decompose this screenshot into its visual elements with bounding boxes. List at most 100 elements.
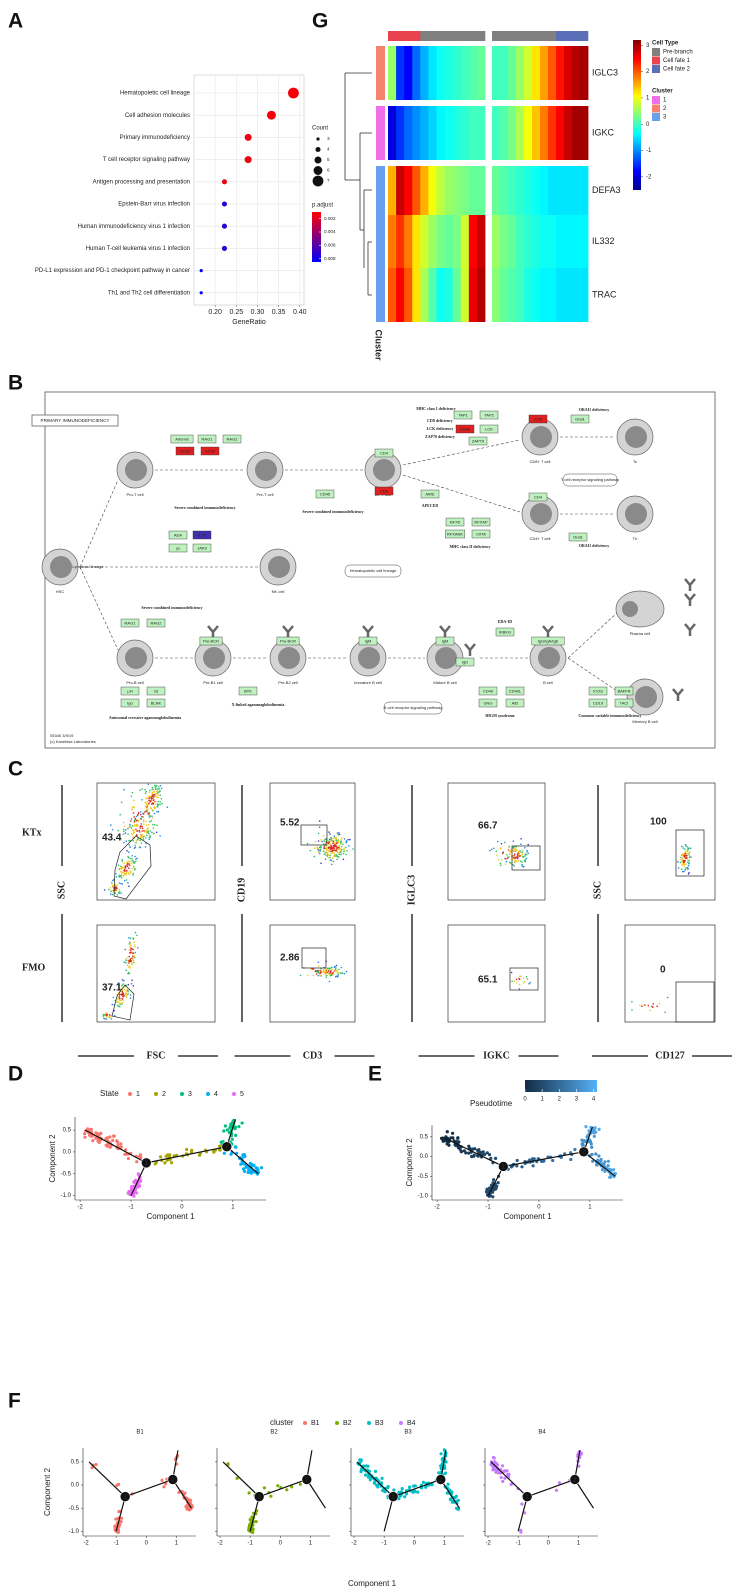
event-dot [128, 873, 130, 875]
event-dot [322, 850, 324, 853]
flow-plot [269, 782, 356, 901]
event-dot [524, 981, 526, 983]
cell-point [243, 1169, 247, 1173]
event-dot [148, 832, 150, 835]
event-dot [514, 848, 516, 850]
gene-label: γc [176, 545, 180, 550]
event-dot [120, 882, 122, 885]
event-dot [340, 845, 343, 848]
event-dot [508, 845, 511, 847]
cell-point [218, 1148, 222, 1152]
cell-point [250, 1515, 254, 1519]
column-annotation [468, 31, 478, 41]
event-dot [507, 849, 510, 851]
x-tick-label: 0 [279, 1541, 283, 1547]
event-dot [145, 820, 147, 823]
event-dot [151, 815, 153, 817]
legend-dot [314, 156, 322, 164]
cell-point [169, 1161, 174, 1165]
cell-point [392, 1488, 396, 1492]
event-dot [324, 847, 326, 850]
event-dot [685, 867, 687, 869]
gene-box [479, 424, 499, 434]
event-dot [152, 788, 155, 791]
colorbar-label: 1 [646, 95, 650, 101]
event-dot [105, 1012, 108, 1014]
gene-box [528, 414, 548, 424]
trajectory [440, 1479, 460, 1509]
gate-percentage: 0 [660, 965, 666, 976]
cell-point [235, 1476, 239, 1480]
gene-box [192, 530, 212, 540]
x-tick-label: 0 [547, 1541, 551, 1547]
event-dot [147, 813, 150, 815]
gene-box [192, 543, 212, 553]
gene-label: Artemis [175, 436, 189, 441]
event-dot [344, 846, 347, 849]
gene-box [120, 686, 140, 696]
event-dot [328, 841, 331, 843]
event-dot [159, 801, 161, 803]
disease-label: Autosomal recessive agammaglobulinemia [109, 715, 181, 720]
cell-point [443, 1471, 448, 1475]
event-dot [312, 968, 315, 970]
event-dot [141, 788, 143, 790]
event-dot [122, 833, 125, 835]
cell-point [584, 1125, 588, 1129]
cell-point [472, 1153, 476, 1157]
event-dot [136, 839, 139, 841]
event-dot [122, 821, 125, 824]
event-dot [156, 806, 159, 808]
event-dot [118, 988, 121, 990]
cell-point [589, 1140, 593, 1144]
row-label: FMO [22, 962, 46, 973]
event-dot [495, 850, 498, 853]
event-dot [345, 853, 347, 856]
event-dot [306, 974, 309, 977]
cell-point [290, 1485, 294, 1489]
event-dot [328, 968, 330, 970]
gene-label: TAP1 [458, 412, 468, 417]
event-dot [131, 963, 134, 966]
cell-point [373, 1469, 378, 1473]
x-axis-title: Component 1 [146, 1212, 195, 1221]
event-dot [139, 813, 142, 816]
cell-point [445, 1130, 449, 1134]
event-dot [340, 840, 343, 842]
event-dot [127, 871, 130, 874]
gene-label: CD40L [509, 688, 522, 693]
cell-point [225, 1128, 229, 1132]
event-dot [111, 893, 114, 896]
heat-cell [548, 268, 557, 322]
event-dot [333, 837, 336, 839]
event-dot [147, 823, 150, 826]
event-dot [132, 832, 135, 835]
heat-cell [500, 166, 509, 215]
legend-dot [315, 146, 321, 153]
event-dot [509, 850, 512, 852]
cell-point [119, 1142, 123, 1146]
event-dot [331, 846, 333, 848]
cell-label: Mature B cell [433, 680, 456, 685]
event-dot [145, 824, 148, 826]
cell-point [450, 1490, 454, 1494]
event-dot [154, 795, 157, 797]
x-tick-label: -2 [351, 1541, 357, 1547]
event-dot [681, 861, 683, 863]
cell-point [459, 1149, 464, 1154]
cell-point [577, 1464, 581, 1468]
event-dot [133, 799, 135, 802]
branch-label: 1 [391, 1494, 395, 1501]
event-dot [337, 834, 340, 836]
x-tick-label: 1 [175, 1541, 179, 1547]
event-dot [334, 975, 337, 978]
event-dot [330, 970, 332, 972]
event-dot [119, 1005, 121, 1008]
legend-label: 4 [327, 147, 330, 152]
event-dot [144, 831, 146, 833]
event-dot [320, 970, 323, 972]
event-dot [119, 890, 121, 893]
event-dot [519, 860, 522, 862]
event-dot [688, 862, 690, 865]
gene-label: IKBKG [499, 629, 511, 634]
